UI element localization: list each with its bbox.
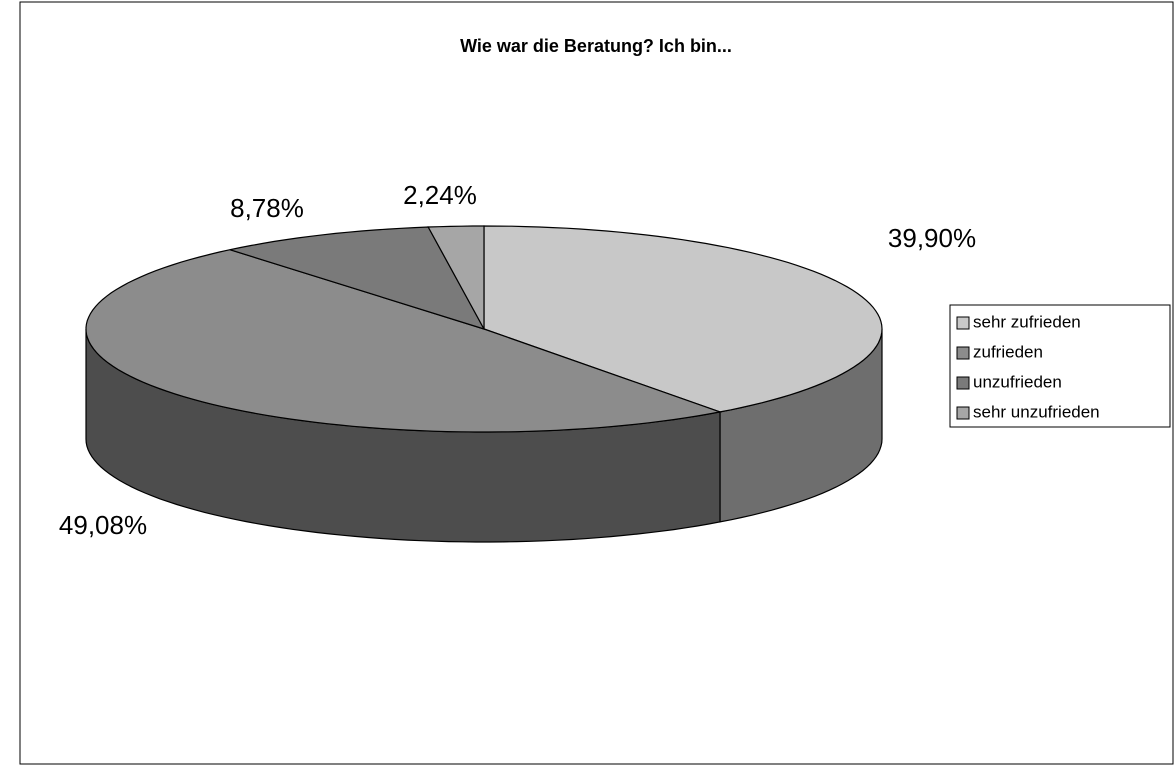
pie-slice [229, 226, 486, 331]
legend-label: sehr zufrieden [973, 312, 1081, 331]
legend-label: zufrieden [973, 342, 1043, 361]
legend-swatch [956, 316, 970, 330]
data-label: 49,08% [59, 510, 147, 540]
legend-swatch [956, 346, 970, 360]
pie-slice [427, 225, 485, 330]
data-label: 8,78% [230, 193, 304, 223]
data-label: 39,90% [888, 223, 976, 253]
legend-box [949, 304, 1171, 428]
pie-slice [85, 249, 723, 433]
pie-slice [483, 225, 883, 413]
chart-title: Wie war die Beratung? Ich bin... [460, 36, 732, 56]
data-label: 2,24% [403, 180, 477, 210]
legend-swatch [956, 376, 970, 390]
legend-swatch [956, 406, 970, 420]
legend-label: unzufrieden [973, 372, 1062, 391]
legend-label: sehr unzufrieden [973, 402, 1100, 421]
